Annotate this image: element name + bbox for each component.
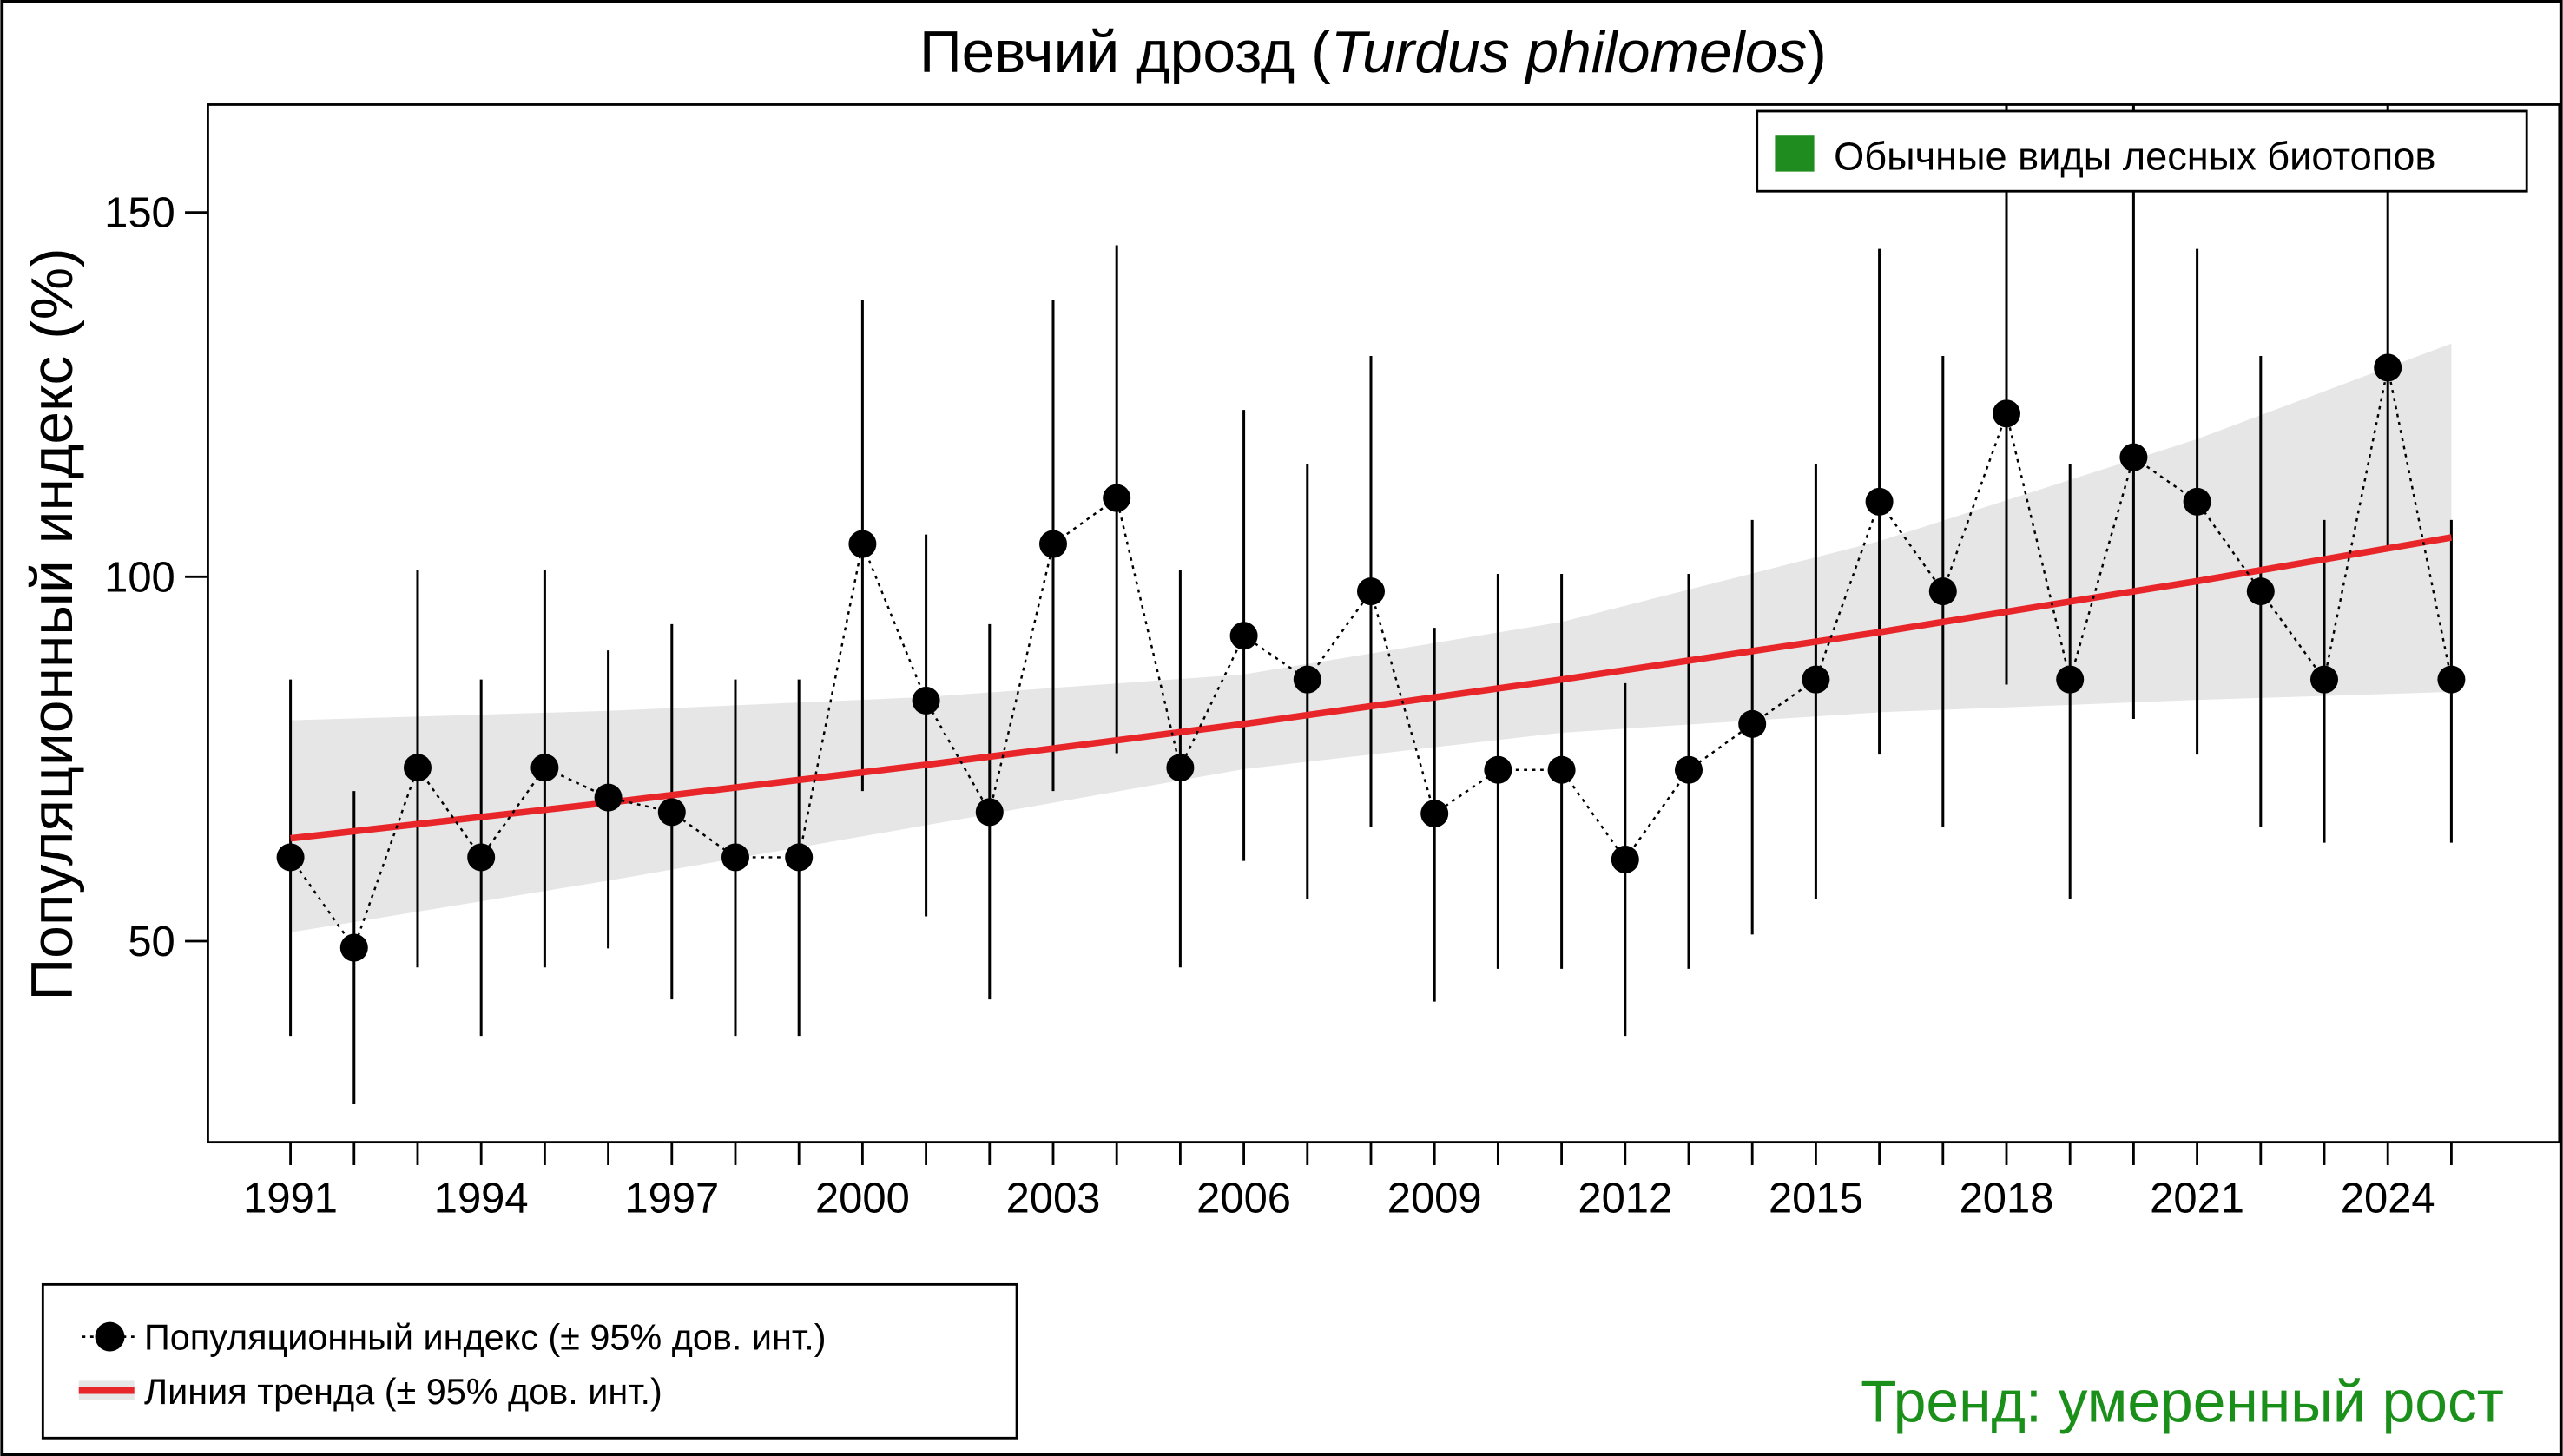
x-tick-label-2003: 2003 xyxy=(1006,1176,1101,1222)
trend-annotation: Тренд: умеренный рост xyxy=(1861,1369,2504,1434)
legend-item-trend: Линия тренда (± 95% дов. инт.) xyxy=(144,1372,662,1412)
data-point-1991 xyxy=(276,843,305,872)
data-point-2025 xyxy=(2437,665,2466,694)
legend-top-swatch xyxy=(1775,135,1815,172)
data-point-2006 xyxy=(1229,622,1258,650)
legend-point-marker xyxy=(95,1321,125,1352)
data-point-2003 xyxy=(1038,530,1067,558)
data-point-2012 xyxy=(1611,845,1639,873)
data-point-2014 xyxy=(1738,709,1767,738)
data-point-1997 xyxy=(657,798,686,827)
data-point-2020 xyxy=(2119,443,2148,471)
data-point-2016 xyxy=(1865,487,1894,516)
x-tick-label-2000: 2000 xyxy=(815,1176,910,1222)
data-point-2009 xyxy=(1420,800,1449,828)
data-point-1995 xyxy=(530,754,559,782)
x-tick-label-2018: 2018 xyxy=(1960,1176,2054,1222)
y-tick-label-100: 100 xyxy=(104,554,175,601)
x-tick-label-2015: 2015 xyxy=(1769,1176,1863,1222)
data-point-2002 xyxy=(975,798,1004,827)
data-point-2023 xyxy=(2310,665,2339,694)
data-point-2017 xyxy=(1928,577,1957,606)
data-point-2015 xyxy=(1802,665,1830,694)
data-point-1998 xyxy=(721,843,749,872)
y-tick-label-50: 50 xyxy=(128,919,175,965)
legend-top: Обычные виды лесных биотопов xyxy=(1756,109,2528,193)
x-tick-label-1997: 1997 xyxy=(624,1176,719,1222)
data-point-2011 xyxy=(1547,755,1576,784)
data-point-1992 xyxy=(339,933,368,962)
legend-top-label: Обычные виды лесных биотопов xyxy=(1834,135,2435,179)
x-tick-label-1991: 1991 xyxy=(243,1176,338,1222)
data-point-1993 xyxy=(403,754,432,782)
data-point-2000 xyxy=(848,530,877,558)
x-tick-label-2024: 2024 xyxy=(2341,1176,2435,1222)
y-axis-label: Популяционный индекс (%) xyxy=(20,247,85,1000)
data-point-2021 xyxy=(2183,487,2211,516)
y-tick-label-150: 150 xyxy=(104,190,175,237)
data-point-2004 xyxy=(1103,484,1131,512)
data-point-1994 xyxy=(467,843,496,872)
data-point-2008 xyxy=(1356,577,1385,606)
x-tick-label-2009: 2009 xyxy=(1387,1176,1482,1222)
data-point-2019 xyxy=(2056,665,2085,694)
data-point-2018 xyxy=(1993,399,2020,428)
data-point-2005 xyxy=(1166,754,1195,782)
data-point-2022 xyxy=(2246,577,2275,606)
data-point-2010 xyxy=(1484,755,1512,784)
legend-item-index: Популяционный индекс (± 95% дов. инт.) xyxy=(144,1318,827,1358)
data-point-2024 xyxy=(2374,353,2402,382)
chart-title: Певчий дрозд (Turdus philomelos) xyxy=(919,20,1827,85)
plot-frame xyxy=(207,103,2561,1144)
data-point-2001 xyxy=(912,687,940,715)
x-tick-label-2021: 2021 xyxy=(2150,1176,2244,1222)
data-point-1999 xyxy=(785,843,814,872)
data-point-1996 xyxy=(594,783,623,812)
x-tick-label-1994: 1994 xyxy=(434,1176,529,1222)
trend-ci-band xyxy=(290,343,2452,932)
data-point-2013 xyxy=(1674,755,1703,784)
legend-bottom: Популяционный индекс (± 95% дов. инт.) Л… xyxy=(41,1282,1018,1440)
x-tick-label-2012: 2012 xyxy=(1578,1176,1672,1222)
x-tick-label-2006: 2006 xyxy=(1196,1176,1291,1222)
data-point-2007 xyxy=(1293,665,1321,694)
